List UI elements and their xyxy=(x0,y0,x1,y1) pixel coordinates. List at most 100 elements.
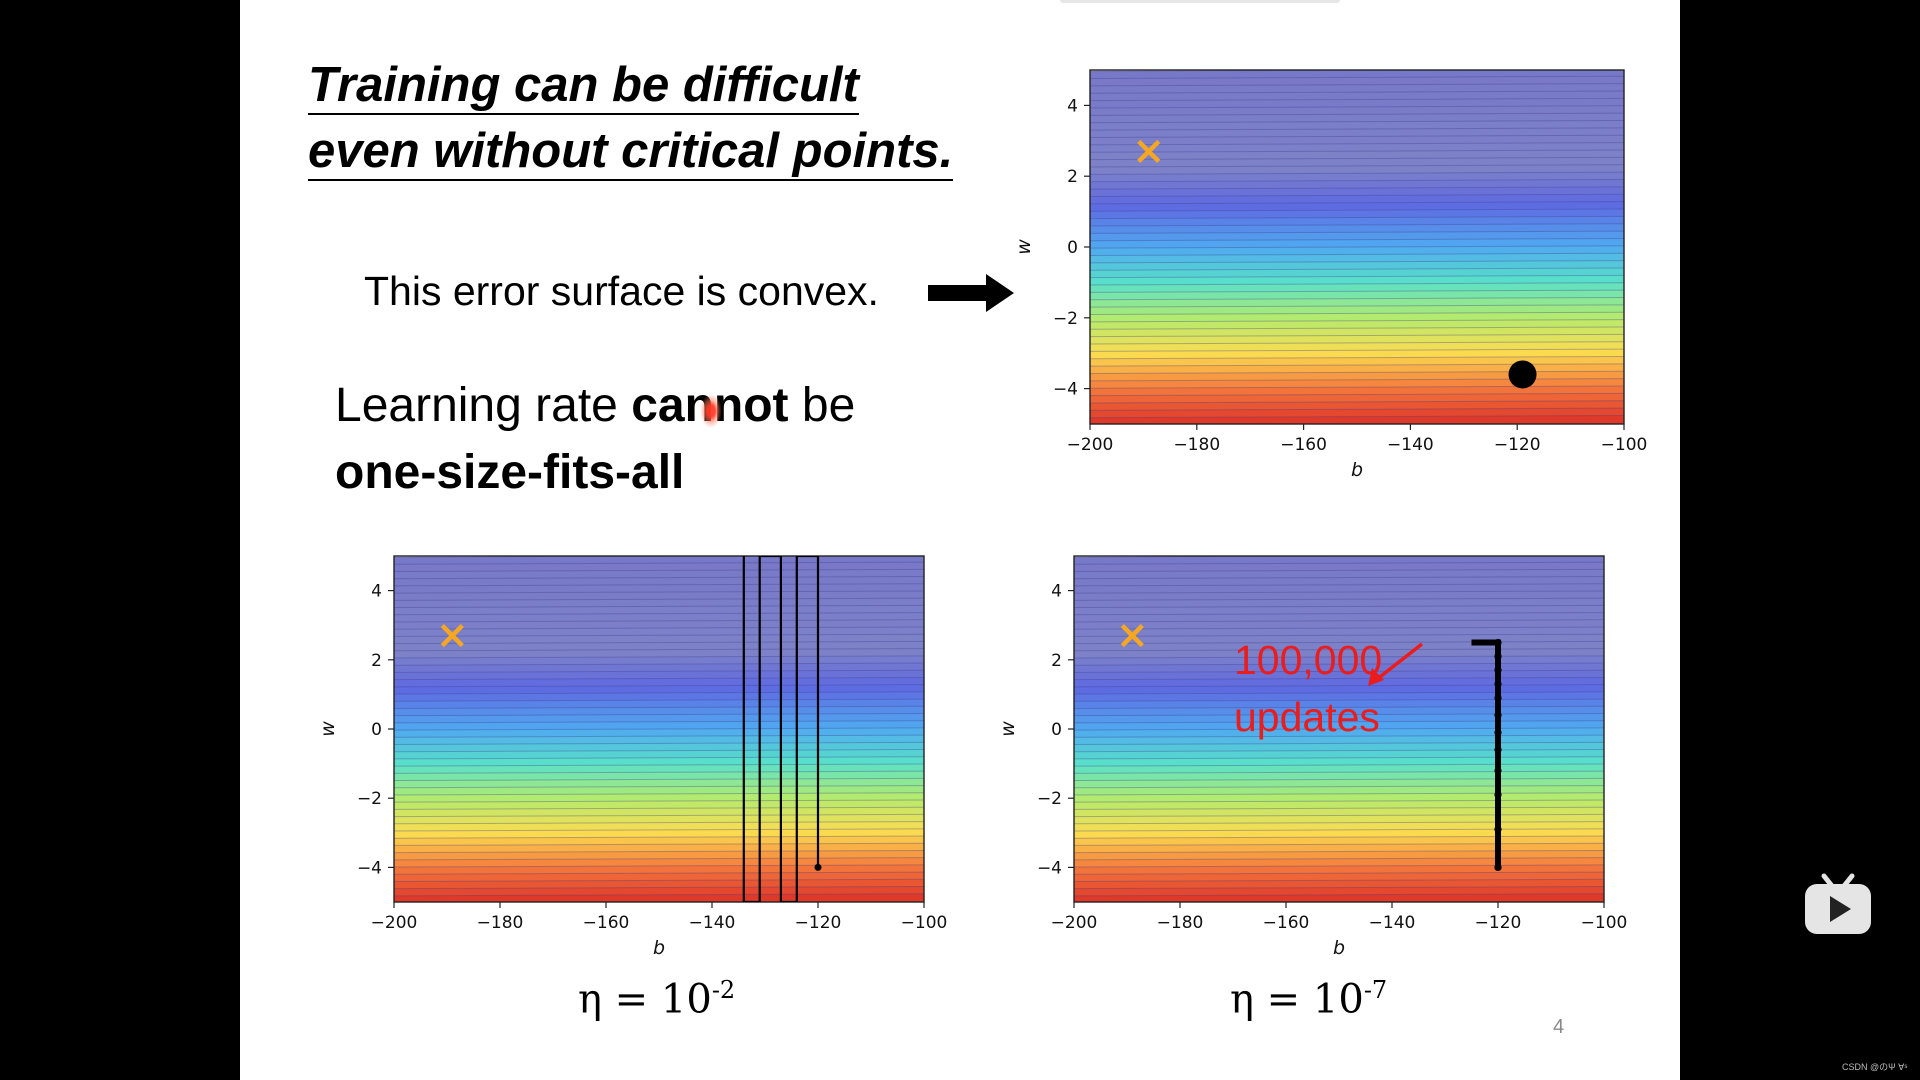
y-tick-label: −2 xyxy=(1037,789,1062,809)
right-arrow-icon xyxy=(928,274,1014,312)
top-tab[interactable] xyxy=(1060,0,1340,3)
contour-line xyxy=(394,669,924,673)
contour-line xyxy=(1074,842,1604,846)
start-marker xyxy=(1494,863,1502,871)
contour-line xyxy=(1074,756,1604,760)
contour-line xyxy=(1090,267,1624,271)
contour-line xyxy=(394,842,924,846)
contour-line xyxy=(1074,720,1604,724)
y-tick-label: 2 xyxy=(1051,651,1062,671)
x-tick-label: −160 xyxy=(1263,913,1310,933)
contour-line xyxy=(394,734,924,738)
contour-line xyxy=(1090,156,1624,161)
eta-right-label: η = 10-7 xyxy=(1230,976,1387,1022)
contour-line xyxy=(1074,871,1604,875)
contour-line xyxy=(394,763,924,767)
x-tick-label: −200 xyxy=(1051,913,1098,933)
x-axis-label: b xyxy=(653,937,665,959)
contour-line xyxy=(1074,619,1604,623)
annotation-line-1: 100,000 xyxy=(1234,637,1382,683)
contour-line xyxy=(394,835,924,839)
slide: Training can be difficult even without c… xyxy=(240,0,1680,1080)
contour-line xyxy=(1090,149,1624,153)
contour-line xyxy=(394,698,924,702)
contour-line xyxy=(1074,568,1604,572)
contour-line xyxy=(1090,385,1624,389)
annotation-line-2: updates xyxy=(1234,694,1380,740)
contour-line xyxy=(1090,274,1624,279)
path-point xyxy=(1494,666,1502,674)
contour-line xyxy=(394,720,924,724)
eta-left-base: η = 10 xyxy=(578,976,712,1023)
contour-line xyxy=(394,626,924,630)
path-point xyxy=(1494,766,1502,775)
path-line xyxy=(742,556,820,902)
contour-line xyxy=(1074,612,1604,616)
contour-line xyxy=(394,864,924,868)
contour-line xyxy=(1074,792,1604,796)
contour-line xyxy=(1090,171,1624,175)
page-number: 4 xyxy=(1553,1016,1565,1038)
contour-line xyxy=(394,676,924,681)
contour-line xyxy=(394,785,924,789)
contour-line xyxy=(1074,626,1604,630)
contour-line xyxy=(394,871,924,875)
y-axis-label: w xyxy=(997,721,1019,737)
descent-path xyxy=(1471,638,1502,871)
contour-line xyxy=(1074,669,1604,673)
path-point xyxy=(1494,746,1502,754)
contour-line xyxy=(394,770,924,774)
x-tick-label: −120 xyxy=(1494,435,1541,455)
contour-band xyxy=(394,893,924,902)
contour-line xyxy=(394,799,924,803)
contour-line xyxy=(1074,633,1604,637)
eta-right-base: η = 10 xyxy=(1230,976,1364,1023)
contour-line xyxy=(394,828,924,832)
contour-line xyxy=(1090,97,1624,102)
contour-line xyxy=(1074,785,1604,789)
plot-bottom-left: −200 −180 −160 −140 −120 −100 −4 −2 0 2 4 b w xyxy=(317,555,947,959)
contour-line xyxy=(1090,297,1624,301)
x-tick-label: −180 xyxy=(1157,913,1204,933)
y-axis-label: w xyxy=(1013,239,1035,255)
y-tick-label: −4 xyxy=(1037,858,1062,878)
y-tick-label: 4 xyxy=(371,582,382,602)
contour-line xyxy=(1074,727,1604,731)
contour-line xyxy=(394,684,924,688)
contour-line xyxy=(1090,105,1624,109)
contour-line xyxy=(1090,134,1624,138)
contour-line xyxy=(1074,770,1604,774)
contour-line xyxy=(394,556,782,558)
contour-line xyxy=(1090,348,1624,352)
contour-line xyxy=(1090,392,1624,397)
contour-line xyxy=(394,662,924,666)
plot-bottom-right: −200 −180 −160 −140 −120 −100 −4 −2 0 2 4 b w 100,000… xyxy=(997,555,1627,959)
bilibili-play-icon[interactable] xyxy=(1804,872,1872,936)
watermark: CSDN @のΨ Ɐˢ xyxy=(1842,1062,1908,1072)
contour-line xyxy=(1074,698,1604,702)
lr-text-2: be xyxy=(788,379,856,432)
contour-line xyxy=(394,886,924,890)
convex-text: This error surface is convex. xyxy=(364,268,879,314)
x-tick-label: −200 xyxy=(1067,435,1114,455)
contour-line xyxy=(394,878,924,882)
contour-line xyxy=(1090,201,1624,205)
path-point xyxy=(1494,652,1502,660)
contour-line xyxy=(394,648,924,652)
contour-line xyxy=(394,806,924,810)
contour-line xyxy=(1074,749,1604,753)
x-axis-label: b xyxy=(1351,459,1363,481)
contour-line xyxy=(1074,705,1604,709)
contour-line xyxy=(1074,886,1604,890)
x-tick-label: −100 xyxy=(1601,435,1648,455)
contour-line xyxy=(394,792,924,796)
x-tick-label: −180 xyxy=(1173,435,1220,455)
contour-line xyxy=(1074,741,1604,745)
contour-line xyxy=(1074,893,1604,897)
eta-left-exp: -2 xyxy=(711,976,736,1004)
contour-line xyxy=(1090,304,1624,308)
contour-line xyxy=(394,619,924,623)
contour-line xyxy=(1090,193,1624,197)
descent-path xyxy=(742,556,820,902)
contour-line xyxy=(394,640,924,645)
